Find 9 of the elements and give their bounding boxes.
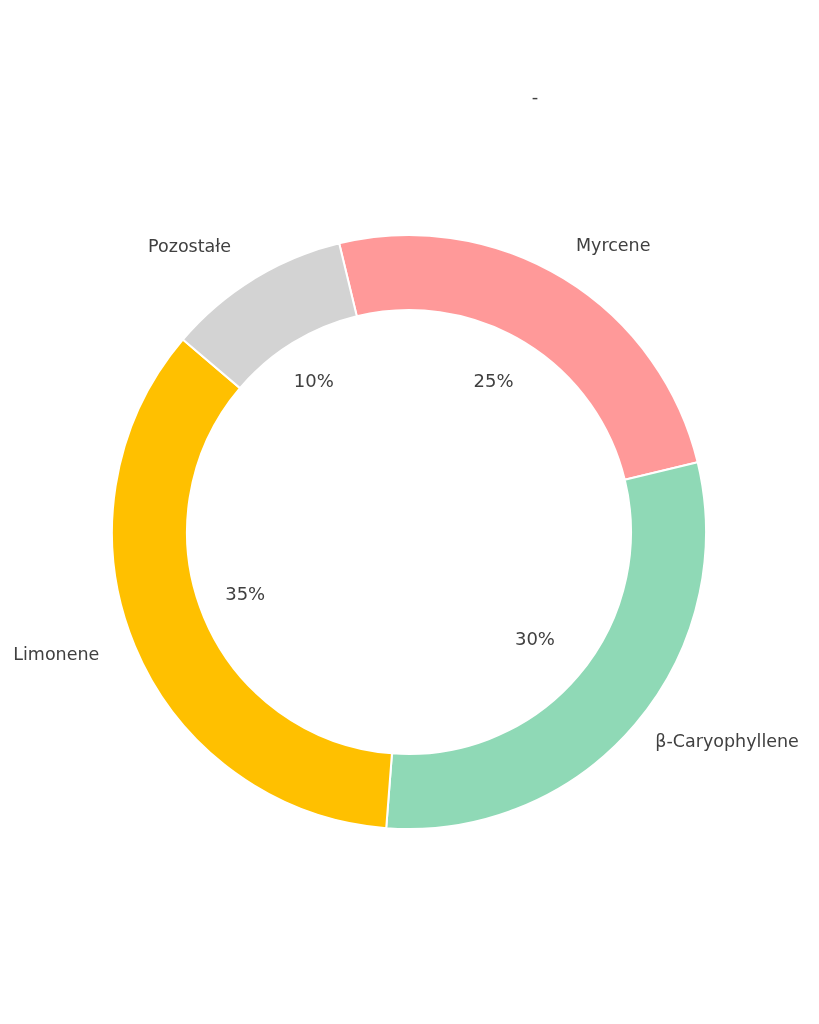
slice-label: β-Caryophyllene — [655, 730, 799, 751]
slice-label: Pozostałe — [148, 235, 232, 256]
data-label: 25% — [473, 369, 514, 391]
chart-title: - — [531, 86, 539, 107]
data-label: 35% — [225, 582, 266, 604]
slice-label: Myrcene — [575, 235, 651, 256]
slice-label: Limonene — [13, 643, 100, 664]
data-label: 10% — [293, 370, 334, 391]
data-label: 30% — [514, 627, 555, 649]
